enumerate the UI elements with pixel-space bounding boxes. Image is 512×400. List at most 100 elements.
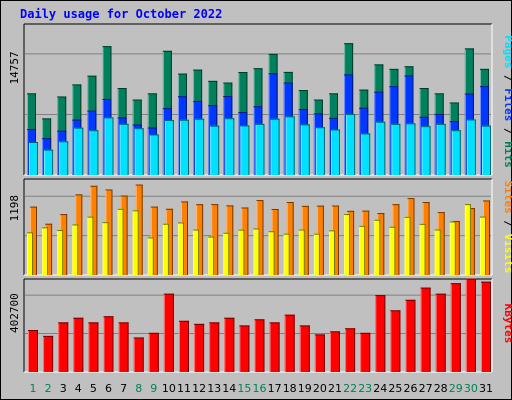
sites-bar xyxy=(196,204,204,275)
x-tick-label: 3 xyxy=(60,382,67,395)
visits-bar xyxy=(42,227,49,275)
kbytes-bar xyxy=(224,317,235,372)
legend-pages: Pages xyxy=(502,35,512,68)
kbytes-bar xyxy=(254,319,265,372)
kbytes-bar xyxy=(375,295,386,372)
visits-bar xyxy=(268,231,275,275)
legend-files: Files xyxy=(502,88,512,121)
pages-bar xyxy=(421,126,431,175)
kbytes-bar xyxy=(133,337,144,372)
visits-bar xyxy=(87,216,94,275)
kbytes-bar xyxy=(43,335,54,372)
sites-bar xyxy=(226,205,234,275)
kbytes-bar xyxy=(58,322,69,372)
visits-bar xyxy=(117,208,124,275)
x-tick-label: 7 xyxy=(120,382,127,395)
visits-bar xyxy=(253,228,260,275)
x-tick-label: 23 xyxy=(358,382,372,395)
kbytes-bar xyxy=(299,325,310,372)
kbytes-bar xyxy=(465,278,476,372)
sites-ytick-label: 1198 xyxy=(8,195,21,222)
pages-bar xyxy=(104,117,114,175)
x-tick-label: 22 xyxy=(343,382,357,395)
x-tick-label: 24 xyxy=(373,382,387,395)
kbytes-bar xyxy=(390,310,401,372)
visits-bar xyxy=(147,237,154,275)
legend-visits: Visits xyxy=(502,234,512,274)
x-tick-label: 12 xyxy=(192,382,206,395)
visits-bar xyxy=(193,229,200,275)
x-tick-label: 31 xyxy=(479,382,493,395)
kbytes-bar xyxy=(435,293,446,372)
visits-bar xyxy=(344,214,351,275)
visits-bar xyxy=(404,216,411,275)
visits-bar xyxy=(464,204,471,275)
sites-bar xyxy=(377,213,385,275)
pages-bar xyxy=(225,118,235,175)
x-tick-label: 26 xyxy=(404,382,418,395)
x-tick-label: 11 xyxy=(177,382,191,395)
kbytes-bar xyxy=(28,329,38,372)
x-tick-label: 19 xyxy=(298,382,312,395)
sites-bar xyxy=(90,185,98,275)
x-tick-label: 13 xyxy=(207,382,221,395)
visits-bar xyxy=(72,224,79,275)
visits-bar xyxy=(27,232,33,275)
visits-bar xyxy=(480,216,486,275)
kbytes-bar xyxy=(103,316,114,372)
pages-bar xyxy=(89,130,99,175)
pages-bar xyxy=(270,118,280,175)
pages-bar xyxy=(331,129,340,175)
pages-bar xyxy=(482,125,491,175)
pages-bar xyxy=(451,130,461,175)
x-tick-label: 15 xyxy=(237,382,251,395)
pages-bar xyxy=(195,118,205,175)
visits-bar xyxy=(434,229,441,275)
pages-bar xyxy=(44,149,54,175)
sites-bar xyxy=(437,212,445,275)
pages-bar xyxy=(346,113,356,175)
pages-bar xyxy=(300,124,310,175)
sites-bar xyxy=(467,208,475,275)
sites-bar xyxy=(301,205,309,275)
pages-bar xyxy=(180,119,189,175)
sites-bar xyxy=(422,202,430,275)
sites-bar xyxy=(165,208,173,275)
x-tick-label: 29 xyxy=(449,382,463,395)
kbytes-bar xyxy=(88,322,99,372)
sites-panel-legend-separator: / xyxy=(502,214,512,234)
x-tick-label: 2 xyxy=(45,382,52,395)
x-tick-label: 21 xyxy=(328,382,342,395)
visits-bar xyxy=(449,221,456,275)
sites-bar xyxy=(362,210,370,275)
visits-bar xyxy=(374,219,381,275)
hits-panel-legend-separator: / xyxy=(502,68,512,88)
hits-ytick-label: 14757 xyxy=(8,51,21,84)
visits-bar xyxy=(419,223,426,275)
sites-bar xyxy=(271,208,279,275)
visits-bar xyxy=(208,236,215,275)
pages-bar xyxy=(361,133,371,175)
x-tick-label: 1 xyxy=(30,382,37,395)
kbytes-ytick-label: 402700 xyxy=(8,293,21,333)
visits-bar xyxy=(223,232,230,275)
legend-sites: Sites xyxy=(502,181,512,214)
sites-bar xyxy=(181,201,188,275)
visits-bar xyxy=(313,233,320,275)
visits-bar xyxy=(298,229,305,275)
pages-bar xyxy=(149,134,159,175)
sites-bar xyxy=(241,207,249,275)
pages-bar xyxy=(119,123,129,175)
pages-bar xyxy=(74,127,84,175)
kbytes-panel-legend: KBytes xyxy=(502,304,512,344)
x-tick-label: 18 xyxy=(283,382,297,395)
sites-bar xyxy=(211,204,219,275)
sites-bar xyxy=(30,206,37,275)
x-tick-label: 4 xyxy=(75,382,82,395)
sites-bar xyxy=(332,205,339,275)
x-tick-label: 14 xyxy=(222,382,236,395)
x-tick-label: 6 xyxy=(105,382,112,395)
visits-bar xyxy=(132,210,139,275)
visits-bar xyxy=(283,233,290,275)
